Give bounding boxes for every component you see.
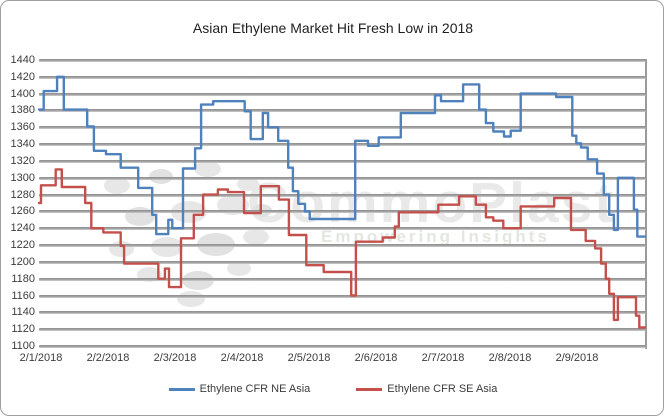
y-axis-tick-label: 1380 [10, 104, 35, 117]
gridline [39, 159, 646, 163]
gridline [39, 311, 646, 315]
gridline [39, 244, 646, 248]
series-line-se-asia [37, 168, 647, 329]
legend: Ethylene CFR NE Asia Ethylene CFR SE Asi… [1, 383, 663, 395]
gridline [39, 92, 646, 96]
gridline [39, 193, 646, 197]
y-axis-tick-label: 1360 [10, 121, 35, 134]
y-axis-tick-label: 1440 [10, 54, 35, 66]
x-axis-tick-label: 2/6/2018 [354, 352, 398, 364]
watermark-logo-dot [104, 177, 130, 194]
gridline [39, 176, 646, 180]
legend-line-sample-se-asia [356, 387, 383, 391]
y-axis-tick-label: 1240 [10, 222, 35, 235]
x-axis-tick-label: 2/5/2018 [287, 352, 331, 364]
watermark-logo-dot [227, 261, 251, 276]
x-axis-tick-label: 2/4/2018 [220, 352, 264, 364]
gridline [39, 345, 646, 348]
series-line-ne-asia [37, 75, 647, 238]
watermark-brand: CommoPlast [247, 171, 616, 235]
y-axis-tick-label: 1180 [11, 272, 35, 285]
gridline [39, 294, 646, 298]
y-axis-tick-label: 1400 [10, 87, 35, 100]
y-axis-tick-label: 1100 [11, 340, 35, 352]
gridline [39, 143, 646, 147]
x-axis-tick-label: 2/7/2018 [421, 352, 465, 364]
gridline [39, 227, 646, 231]
y-axis-tick-label: 1340 [10, 138, 35, 151]
watermark-logo-dot [149, 169, 173, 184]
gridline [39, 59, 646, 62]
y-axis-tick-label: 1320 [10, 154, 35, 167]
gridline [39, 277, 646, 281]
chart-title: Asian Ethylene Market Hit Fresh Low in 2… [192, 20, 474, 36]
y-axis-tick-label: 1120 [11, 323, 35, 336]
gridline [39, 210, 646, 214]
y-axis-tick-label: 1200 [10, 255, 35, 268]
watermark-logo-dot [243, 229, 269, 245]
gridline [39, 328, 646, 332]
legend-item-se-asia: Ethylene CFR SE Asia [356, 383, 497, 395]
y-axis-tick-label: 1420 [10, 70, 35, 83]
y-axis-tick-label: 1220 [10, 239, 35, 252]
y-axis-tick-label: 1280 [10, 188, 35, 201]
x-axis-tick-label: 2/1/2018 [19, 352, 63, 364]
watermark-logo-dot [194, 161, 221, 177]
legend-line-sample-ne-asia [168, 387, 195, 391]
x-axis-tick-label: 2/2/2018 [86, 352, 130, 364]
x-axis-tick-label: 2/9/2018 [555, 352, 599, 364]
gridline [39, 126, 646, 130]
legend-label-se-asia: Ethylene CFR SE Asia [387, 383, 498, 395]
gridline [39, 109, 646, 113]
y-axis-tick-label: 1260 [10, 205, 35, 218]
x-axis-tick-label: 2/3/2018 [153, 352, 197, 364]
y-axis-tick-label: 1160 [11, 289, 35, 302]
gridline [39, 260, 646, 264]
plot-right-border [645, 59, 647, 349]
x-axis-tick-label: 2/8/2018 [488, 352, 532, 364]
watermark-logo-dot [217, 195, 249, 215]
legend-item-ne-asia: Ethylene CFR NE Asia [168, 383, 311, 395]
watermark-logo-dot [237, 177, 259, 191]
y-axis-tick-label: 1300 [10, 171, 35, 184]
legend-label-ne-asia: Ethylene CFR NE Asia [199, 383, 311, 395]
y-axis-tick-label: 1140 [11, 306, 35, 319]
gridline [39, 75, 646, 79]
